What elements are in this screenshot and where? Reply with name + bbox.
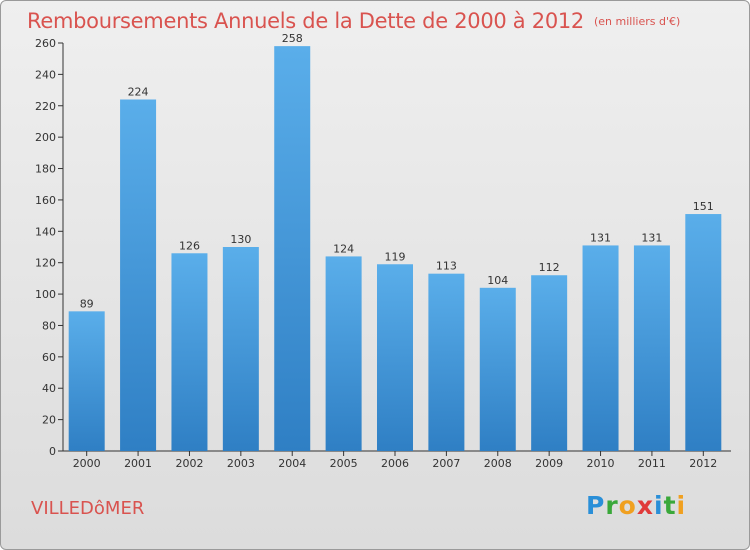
chart-title-text: Remboursements Annuels de la Dette de 20… [27,9,584,33]
city-name: VILLEDôMER [31,498,145,519]
bar [633,245,670,451]
data-label: 224 [128,85,149,98]
x-tick-label: 2006 [381,457,409,470]
bars [68,46,722,452]
bar [582,245,619,451]
y-tick-label: 20 [42,414,56,427]
logo-letter: t [663,491,677,520]
y-tick-label: 160 [35,194,56,207]
x-tick-label: 2007 [432,457,460,470]
bar [531,275,568,451]
y-tick-label: 220 [35,100,56,113]
logo-letter: i [676,491,687,520]
bar [685,214,722,451]
x-tick-label: 2010 [587,457,615,470]
bar [222,247,259,451]
y-tick-label: 200 [35,131,56,144]
logo-letter: o [618,491,637,520]
x-tick-label: 2001 [124,457,152,470]
bar [171,253,208,451]
bar [428,273,465,451]
y-tick-label: 60 [42,351,56,364]
axes: 0 20 40 60 80 100 120 140 160 180 200 220 240 260 2000… [35,37,731,470]
y-tick-label: 240 [35,68,56,81]
x-tick-label: 2003 [227,457,255,470]
data-label: 130 [230,233,251,246]
chart-unit: (en milliers d'€) [594,15,681,28]
data-label: 124 [333,242,354,255]
data-label: 131 [590,231,611,244]
data-label: 89 [80,297,94,310]
data-labels: 89 224 126 130 258 124 119 113 104 112 131 131 151 [80,32,714,310]
y-tick-label: 140 [35,225,56,238]
proxiti-logo: Proxiti [586,491,686,520]
y-tick-label: 260 [35,37,56,50]
bar [377,264,413,451]
data-label: 113 [436,260,457,273]
bar [68,311,105,451]
chart-title: Remboursements Annuels de la Dette de 20… [27,9,680,33]
data-label: 119 [385,250,406,263]
y-tick-label: 80 [42,319,56,332]
data-label: 258 [282,32,303,45]
y-tick-label: 120 [35,257,56,270]
x-tick-label: 2011 [638,457,666,470]
x-tick-label: 2000 [73,457,101,470]
data-label: 112 [539,261,560,274]
y-tick-label: 180 [35,163,56,176]
data-label: 151 [693,200,714,213]
data-label: 104 [487,274,508,287]
logo-letter: i [654,491,664,520]
logo-letter: x [636,491,654,520]
x-tick-label: 2009 [535,457,563,470]
logo-letter: P [586,491,606,520]
x-tick-label: 2012 [689,457,717,470]
bar [325,256,362,451]
bar [120,99,157,451]
x-tick-label: 2004 [278,457,306,470]
logo-letter: r [605,491,619,520]
x-tick-label: 2005 [330,457,358,470]
data-label: 131 [641,231,662,244]
x-tick-label: 2008 [484,457,512,470]
x-tick-label: 2002 [175,457,203,470]
bar [479,287,516,451]
data-label: 126 [179,239,200,252]
y-tick-label: 40 [42,382,56,395]
bar [274,46,311,452]
y-tick-label: 100 [35,288,56,301]
y-tick-label: 0 [49,445,56,458]
